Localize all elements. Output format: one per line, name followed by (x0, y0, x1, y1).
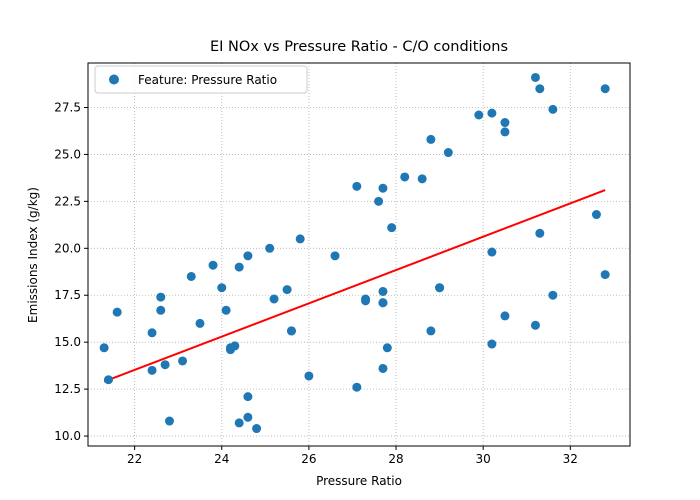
x-tick-label: 24 (214, 452, 229, 466)
data-point (99, 343, 109, 353)
data-point (378, 183, 388, 193)
data-point (400, 172, 410, 182)
data-point (112, 307, 122, 317)
data-point (156, 292, 166, 302)
legend-box (94, 65, 308, 94)
data-point (164, 416, 174, 426)
data-point (230, 341, 240, 351)
data-point (600, 270, 610, 280)
data-point (548, 104, 558, 114)
chart-title: EI NOx vs Pressure Ratio - C/O condition… (210, 39, 508, 55)
data-point (443, 148, 453, 158)
data-point (234, 418, 244, 428)
data-point (295, 234, 305, 244)
data-point (378, 363, 388, 373)
data-point (500, 127, 510, 137)
y-tick-label: 17.5 (54, 288, 81, 302)
data-point (304, 371, 314, 381)
data-point (474, 110, 484, 120)
x-tick-label: 26 (301, 452, 316, 466)
data-point (269, 294, 279, 304)
data-point (103, 375, 113, 385)
x-tick-label: 32 (563, 452, 578, 466)
y-tick-label: 15.0 (54, 335, 81, 349)
data-point (435, 283, 445, 293)
legend-marker (109, 74, 119, 85)
data-point (252, 424, 262, 434)
legend: Feature: Pressure Ratio (94, 65, 308, 94)
y-tick-label: 27.5 (54, 100, 81, 114)
data-point (361, 296, 371, 306)
data-point (500, 118, 510, 128)
data-point (330, 251, 340, 261)
x-tick-label: 30 (476, 452, 491, 466)
data-point (530, 320, 540, 330)
legend-label: Feature: Pressure Ratio (138, 73, 277, 87)
data-point (378, 298, 388, 308)
data-point (147, 328, 157, 338)
data-point (374, 196, 384, 206)
trend-line (103, 189, 606, 383)
data-point (147, 365, 157, 375)
data-point (243, 392, 253, 402)
data-point (160, 360, 170, 370)
data-point (243, 412, 253, 422)
y-tick-label: 25.0 (54, 147, 81, 161)
data-point (591, 210, 601, 220)
x-tick-label: 28 (388, 452, 403, 466)
data-point (382, 343, 392, 353)
data-point (600, 84, 610, 94)
y-tick-label: 12.5 (54, 382, 81, 396)
trend-line-layer (103, 189, 606, 383)
data-point (208, 260, 218, 270)
data-point (487, 247, 497, 257)
data-point (282, 285, 292, 295)
data-point (352, 181, 362, 191)
y-axis-label: Emissions Index (g/kg) (26, 187, 40, 323)
data-point (548, 290, 558, 300)
data-point (156, 305, 166, 315)
data-point (378, 286, 388, 296)
data-point (417, 174, 427, 184)
y-tick-label: 22.5 (54, 194, 81, 208)
x-axis-label: Pressure Ratio (316, 474, 402, 488)
data-point (286, 326, 296, 336)
data-point (243, 251, 253, 261)
data-point (221, 305, 231, 315)
data-point (535, 228, 545, 238)
data-point (234, 262, 244, 272)
x-tick-label: 22 (127, 452, 142, 466)
data-point (487, 108, 497, 118)
data-point (500, 311, 510, 321)
data-point (387, 223, 397, 233)
data-point (535, 84, 545, 94)
axis-ticks: 22 24 26 28 30 32 10.0 12.5 15.0 17.5 20.0 22.5 25.0… (54, 100, 578, 466)
data-point (426, 134, 436, 144)
data-point (487, 339, 497, 349)
data-points (99, 72, 610, 434)
data-point (178, 356, 188, 366)
y-tick-label: 10.0 (54, 429, 81, 443)
data-point (352, 382, 362, 392)
data-point (217, 283, 227, 293)
data-point (265, 243, 275, 253)
data-point (195, 318, 205, 328)
plot-frame (87, 62, 631, 447)
data-point (186, 271, 196, 281)
y-tick-label: 20.0 (54, 241, 81, 255)
data-point (426, 326, 436, 336)
data-point (530, 72, 540, 82)
